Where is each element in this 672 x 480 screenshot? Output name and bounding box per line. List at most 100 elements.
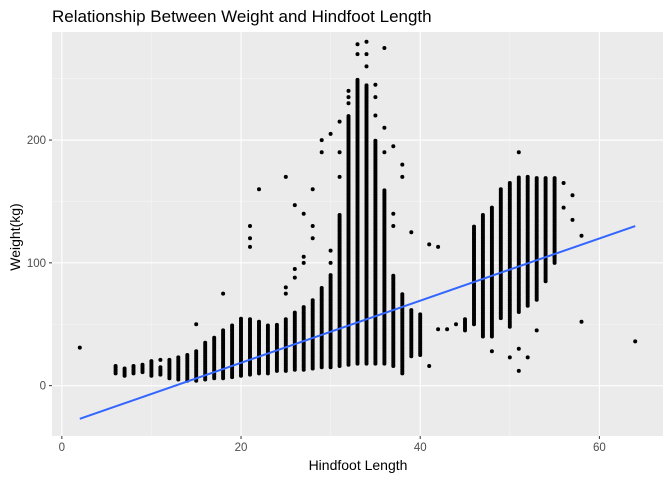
data-point (346, 95, 351, 100)
data-point (552, 254, 557, 259)
data-point (498, 187, 503, 192)
x-tick-label: 40 (414, 442, 427, 454)
data-point (248, 236, 252, 241)
data-point (337, 213, 342, 217)
data-point (382, 46, 387, 50)
data-point (292, 267, 297, 271)
data-point (633, 339, 638, 344)
grid-lines (52, 32, 663, 436)
data-point (364, 83, 369, 88)
data-point (507, 355, 512, 360)
data-point (400, 292, 405, 297)
data-point (301, 254, 306, 259)
data-point (346, 88, 351, 93)
data-point (489, 205, 494, 210)
data-point (221, 328, 226, 333)
data-point (212, 335, 217, 340)
data-point (355, 77, 360, 82)
data-point (346, 114, 351, 119)
data-point (301, 260, 306, 265)
data-point (230, 323, 235, 328)
data-point (248, 317, 252, 322)
data-point (472, 224, 476, 229)
trend-line (79, 225, 636, 420)
data-point (391, 211, 396, 216)
data-point (274, 322, 279, 327)
data-point (319, 150, 324, 155)
data-point (525, 174, 530, 179)
data-point (463, 317, 467, 322)
data-point (185, 353, 190, 357)
data-point (310, 298, 315, 303)
x-tick-label: 20 (235, 442, 248, 454)
data-point (364, 39, 369, 44)
y-tick-label: 200 (27, 135, 46, 147)
data-point (579, 233, 584, 238)
x-axis-title: Hindfoot Length (309, 457, 408, 473)
data-point (221, 291, 226, 296)
data-point (516, 150, 521, 155)
data-point (355, 52, 360, 57)
data-point (131, 364, 136, 368)
data-point (561, 181, 566, 185)
data-point (427, 364, 432, 368)
data-point (283, 317, 288, 322)
data-point (382, 125, 387, 130)
data-point (158, 365, 163, 370)
data-point (113, 364, 118, 368)
data-point (283, 291, 288, 296)
x-tick-label: 0 (59, 442, 65, 454)
data-point (418, 312, 423, 317)
data-point (436, 327, 441, 332)
data-point (516, 346, 521, 351)
data-point (328, 248, 333, 253)
data-point (310, 224, 315, 228)
data-point (489, 349, 494, 354)
data-point (364, 52, 369, 57)
data-point (373, 82, 378, 87)
data-point (400, 162, 405, 167)
data-point (265, 323, 270, 328)
data-point (140, 362, 145, 367)
data-point (248, 244, 252, 249)
data-point (409, 230, 414, 235)
data-point (239, 316, 243, 321)
data-point (292, 275, 297, 280)
chart-title: Relationship Between Weight and Hindfoot… (52, 7, 432, 26)
data-point (373, 138, 378, 143)
data-point (328, 131, 333, 136)
data-point (364, 64, 369, 69)
data-point (373, 113, 378, 118)
data-point (257, 319, 261, 324)
x-tick-label: 60 (593, 442, 606, 454)
data-point (400, 174, 405, 179)
data-point (167, 357, 172, 362)
data-point (122, 366, 127, 371)
data-point (310, 187, 315, 192)
data-point (382, 150, 387, 155)
data-point (203, 340, 208, 345)
data-point (445, 327, 450, 332)
data-point (543, 176, 548, 181)
data-point (436, 244, 441, 249)
data-point (301, 305, 306, 310)
data-point (534, 176, 539, 181)
data-point (391, 144, 396, 149)
data-point (337, 174, 342, 179)
data-point (516, 175, 521, 180)
data-point (77, 345, 82, 350)
data-point (382, 188, 387, 193)
data-point (337, 119, 342, 124)
data-point (346, 101, 351, 106)
data-point (561, 205, 566, 210)
data-point (337, 150, 342, 155)
data-point (292, 310, 297, 315)
data-point (534, 328, 539, 333)
y-axis: 0 100 200 (27, 135, 52, 393)
data-point (570, 193, 575, 198)
data-point (158, 357, 163, 362)
data-points (77, 39, 638, 383)
data-point (292, 203, 297, 208)
data-point (149, 359, 154, 364)
